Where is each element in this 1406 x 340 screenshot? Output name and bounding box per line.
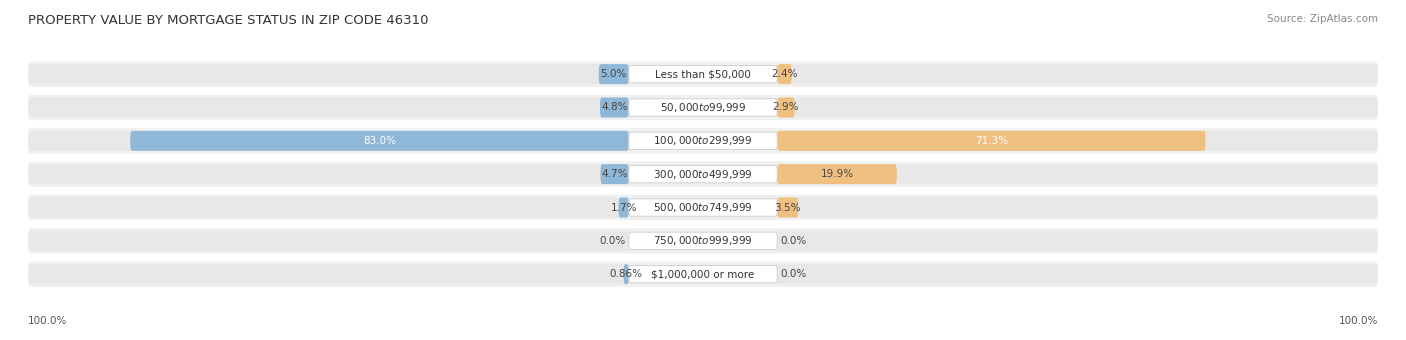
FancyBboxPatch shape	[778, 131, 1378, 151]
FancyBboxPatch shape	[28, 198, 628, 218]
FancyBboxPatch shape	[28, 195, 1378, 220]
Text: 4.8%: 4.8%	[602, 102, 627, 113]
FancyBboxPatch shape	[28, 162, 1378, 187]
Text: 4.7%: 4.7%	[602, 169, 628, 179]
FancyBboxPatch shape	[619, 198, 628, 218]
FancyBboxPatch shape	[28, 164, 628, 184]
FancyBboxPatch shape	[778, 98, 794, 118]
FancyBboxPatch shape	[778, 198, 1378, 218]
FancyBboxPatch shape	[28, 228, 1378, 254]
Text: 1.7%: 1.7%	[610, 203, 637, 212]
FancyBboxPatch shape	[600, 164, 628, 184]
FancyBboxPatch shape	[778, 231, 1378, 251]
Text: 3.5%: 3.5%	[775, 203, 801, 212]
FancyBboxPatch shape	[28, 64, 628, 84]
FancyBboxPatch shape	[28, 261, 1378, 287]
FancyBboxPatch shape	[778, 98, 1378, 118]
Text: 83.0%: 83.0%	[363, 136, 396, 146]
Text: $100,000 to $299,999: $100,000 to $299,999	[654, 134, 752, 147]
FancyBboxPatch shape	[600, 98, 628, 118]
FancyBboxPatch shape	[599, 64, 628, 84]
Text: 2.4%: 2.4%	[772, 69, 797, 79]
Text: 71.3%: 71.3%	[974, 136, 1008, 146]
FancyBboxPatch shape	[28, 98, 628, 118]
FancyBboxPatch shape	[778, 164, 897, 184]
Text: Less than $50,000: Less than $50,000	[655, 69, 751, 79]
FancyBboxPatch shape	[28, 131, 628, 151]
FancyBboxPatch shape	[131, 131, 628, 151]
FancyBboxPatch shape	[628, 232, 778, 250]
Text: 0.0%: 0.0%	[780, 269, 807, 279]
FancyBboxPatch shape	[778, 64, 792, 84]
Text: 100.0%: 100.0%	[28, 317, 67, 326]
FancyBboxPatch shape	[28, 128, 1378, 153]
FancyBboxPatch shape	[624, 264, 628, 284]
FancyBboxPatch shape	[778, 131, 1205, 151]
FancyBboxPatch shape	[628, 199, 778, 216]
FancyBboxPatch shape	[28, 95, 1378, 120]
FancyBboxPatch shape	[628, 266, 778, 283]
FancyBboxPatch shape	[778, 164, 1378, 184]
Text: 5.0%: 5.0%	[600, 69, 627, 79]
FancyBboxPatch shape	[28, 231, 628, 251]
Text: $750,000 to $999,999: $750,000 to $999,999	[654, 234, 752, 248]
Text: $300,000 to $499,999: $300,000 to $499,999	[654, 168, 752, 181]
FancyBboxPatch shape	[778, 198, 799, 218]
FancyBboxPatch shape	[628, 66, 778, 83]
Text: $500,000 to $749,999: $500,000 to $749,999	[654, 201, 752, 214]
FancyBboxPatch shape	[28, 62, 1378, 87]
Text: $50,000 to $99,999: $50,000 to $99,999	[659, 101, 747, 114]
FancyBboxPatch shape	[28, 264, 628, 284]
FancyBboxPatch shape	[628, 166, 778, 183]
Text: 2.9%: 2.9%	[773, 102, 799, 113]
Text: PROPERTY VALUE BY MORTGAGE STATUS IN ZIP CODE 46310: PROPERTY VALUE BY MORTGAGE STATUS IN ZIP…	[28, 14, 429, 27]
FancyBboxPatch shape	[778, 264, 1378, 284]
FancyBboxPatch shape	[778, 64, 1378, 84]
Text: Source: ZipAtlas.com: Source: ZipAtlas.com	[1267, 14, 1378, 23]
FancyBboxPatch shape	[628, 99, 778, 116]
Text: 0.86%: 0.86%	[610, 269, 643, 279]
Text: $1,000,000 or more: $1,000,000 or more	[651, 269, 755, 279]
Text: 0.0%: 0.0%	[780, 236, 807, 246]
Text: 19.9%: 19.9%	[821, 169, 853, 179]
FancyBboxPatch shape	[628, 132, 778, 150]
Text: 100.0%: 100.0%	[1339, 317, 1378, 326]
Text: 0.0%: 0.0%	[599, 236, 626, 246]
